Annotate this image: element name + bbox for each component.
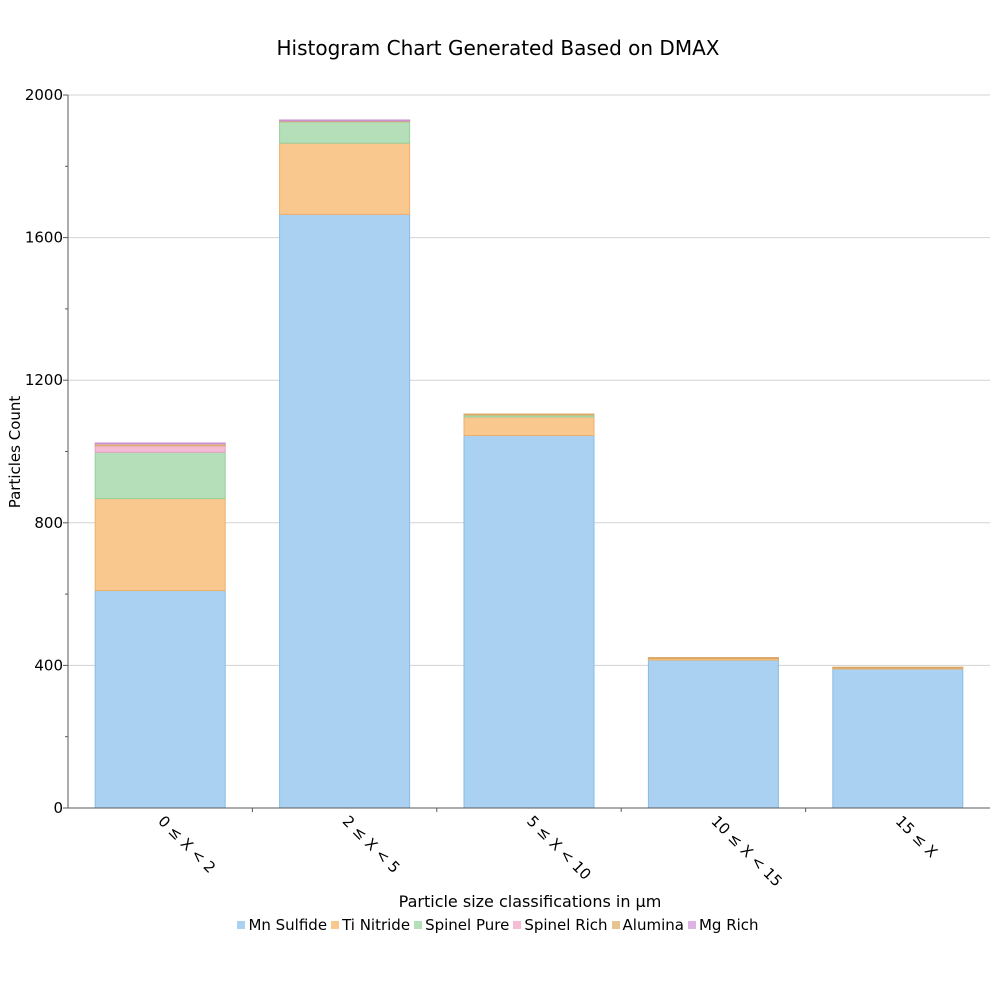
bar-segment-ti-nitride <box>279 142 411 215</box>
y-tick-label: 0 <box>53 799 63 817</box>
x-tick-labels: 0 ≤ X < 2 2 ≤ X < 5 5 ≤ X < 10 10 ≤ X < 15 1… <box>154 812 941 890</box>
bar-segment-ti-nitride <box>463 416 595 436</box>
chart-title: Histogram Chart Generated Based on DMAX <box>276 36 720 60</box>
legend-swatch <box>513 921 522 929</box>
y-tick-label: 1600 <box>25 229 63 247</box>
x-tick-label: 0 ≤ X < 2 <box>154 812 219 877</box>
bar-segment-spinel-pure <box>279 121 411 144</box>
y-tick-labels: 0 400 800 1200 1600 2000 <box>25 86 63 817</box>
y-tick-label: 400 <box>34 656 63 674</box>
bar-segment-mg-rich <box>94 442 226 445</box>
legend-swatch <box>331 921 340 929</box>
legend-swatch <box>414 921 423 929</box>
x-tick-label: 2 ≤ X < 5 <box>339 812 404 877</box>
bar-segment-alumina <box>463 413 595 416</box>
x-tick-label: 5 ≤ X < 10 <box>523 812 595 884</box>
y-axis-label: Particles Count <box>6 396 24 509</box>
legend-item: Spinel Pure <box>414 916 509 934</box>
bar-segment-mn-sulfide <box>94 590 226 809</box>
legend-item: Alumina <box>611 916 684 934</box>
x-axis-label: Particle size classifications in μm <box>399 892 662 911</box>
legend-item: Mg Rich <box>687 916 759 934</box>
legend-swatch <box>687 921 696 929</box>
legend-label: Alumina <box>622 916 684 934</box>
bar-segment-mn-sulfide <box>463 434 595 809</box>
legend-item: Ti Nitride <box>331 916 410 934</box>
legend-label: Spinel Rich <box>524 916 608 934</box>
y-tick-label: 800 <box>34 514 63 532</box>
bar-segment-mn-sulfide <box>832 668 964 809</box>
legend: Mn Sulfide Ti Nitride Spinel Pure Spinel Ri… <box>0 916 996 934</box>
legend-swatch <box>611 921 620 929</box>
bar-segment-ti-nitride <box>94 498 226 592</box>
bar-segment-alumina <box>832 666 964 669</box>
legend-swatch <box>237 921 246 929</box>
bar-segment-mn-sulfide <box>647 659 779 809</box>
bars <box>94 119 964 809</box>
legend-label: Ti Nitride <box>342 916 411 934</box>
legend-label: Mg Rich <box>698 916 759 934</box>
x-tick-label: 15 ≤ X <box>892 812 941 861</box>
legend-item: Mn Sulfide <box>237 916 327 934</box>
bar-segment-mg-rich <box>279 119 411 122</box>
bar-segment-spinel-rich <box>94 445 226 453</box>
x-tick-label: 10 ≤ X < 15 <box>708 812 786 890</box>
bar-segment-alumina <box>647 657 779 660</box>
bar-segment-mn-sulfide <box>279 213 411 809</box>
legend-label: Spinel Pure <box>425 916 510 934</box>
legend-item: Spinel Rich <box>513 916 608 934</box>
bar-segment-spinel-pure <box>94 451 226 500</box>
legend-label: Mn Sulfide <box>248 916 328 934</box>
y-tick-label: 1200 <box>25 371 63 389</box>
axes <box>63 94 990 812</box>
y-tick-label: 2000 <box>25 86 63 104</box>
